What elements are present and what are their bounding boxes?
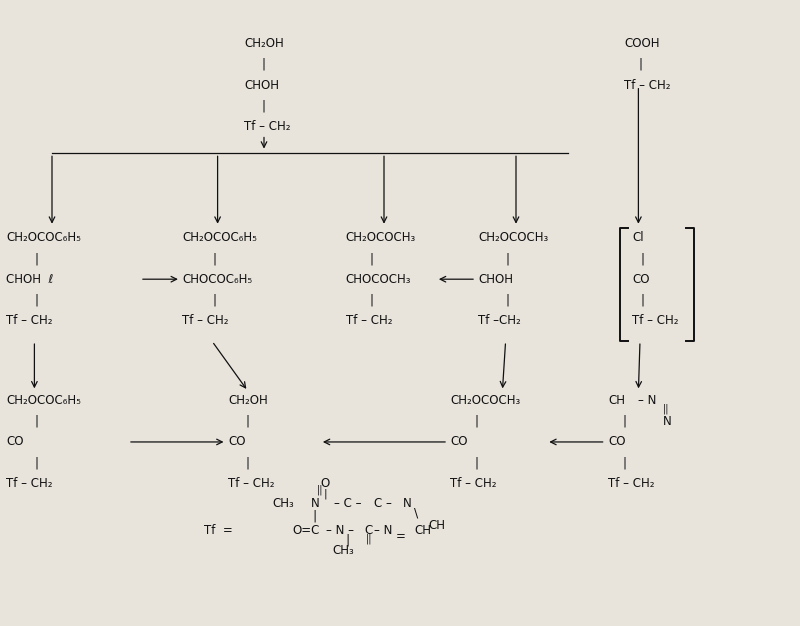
- Text: CHOCOCH₃: CHOCOCH₃: [346, 273, 411, 285]
- Text: |: |: [474, 456, 478, 469]
- Text: ||: ||: [662, 404, 669, 414]
- Text: |: |: [34, 456, 38, 469]
- Text: Tf – CH₂: Tf – CH₂: [6, 314, 53, 327]
- Text: N: N: [310, 498, 319, 510]
- Text: CH: CH: [608, 394, 625, 407]
- Text: CO: CO: [608, 436, 626, 448]
- Text: Tf – CH₂: Tf – CH₂: [608, 477, 654, 490]
- Text: CO: CO: [632, 273, 650, 285]
- Text: Tf – CH₂: Tf – CH₂: [346, 314, 392, 327]
- Text: |: |: [262, 58, 266, 71]
- Text: |: |: [638, 58, 642, 71]
- Text: – N –: – N –: [326, 525, 354, 537]
- Text: |: |: [622, 415, 626, 428]
- Text: C: C: [364, 525, 372, 537]
- Text: \: \: [414, 507, 418, 520]
- Text: |: |: [370, 252, 374, 265]
- Text: – N: – N: [374, 525, 393, 537]
- Text: O=C: O=C: [292, 525, 319, 537]
- Text: |: |: [312, 510, 316, 523]
- Text: |: |: [34, 252, 38, 265]
- Text: CH₂OCOCH₃: CH₂OCOCH₃: [478, 232, 549, 244]
- Text: CH₃: CH₃: [332, 545, 354, 557]
- Text: |: |: [640, 252, 644, 265]
- Text: CH: CH: [414, 525, 431, 537]
- Text: |: |: [246, 456, 250, 469]
- Text: |: |: [370, 294, 374, 306]
- Text: |: |: [506, 294, 510, 306]
- Text: ||: ||: [366, 534, 372, 544]
- Text: |: |: [262, 100, 266, 112]
- Text: CH₂OH: CH₂OH: [228, 394, 268, 407]
- Text: |: |: [212, 294, 216, 306]
- Text: CH₃: CH₃: [272, 498, 294, 510]
- Text: Tf – CH₂: Tf – CH₂: [182, 314, 229, 327]
- Text: CO: CO: [228, 436, 246, 448]
- Text: |: |: [34, 294, 38, 306]
- Text: Tf  =: Tf =: [204, 525, 233, 537]
- Text: =: =: [396, 530, 406, 543]
- Text: |: |: [212, 252, 216, 265]
- Text: Tf –CH₂: Tf –CH₂: [478, 314, 521, 327]
- Text: Tf – CH₂: Tf – CH₂: [450, 477, 497, 490]
- Text: CO: CO: [6, 436, 24, 448]
- Text: N: N: [662, 415, 671, 428]
- Text: CH₂OCOCH₃: CH₂OCOCH₃: [450, 394, 521, 407]
- Text: CHOCOC₆H₅: CHOCOC₆H₅: [182, 273, 253, 285]
- Text: |: |: [324, 488, 328, 498]
- Text: Tf – CH₂: Tf – CH₂: [624, 79, 670, 91]
- Text: CH₂OCOC₆H₅: CH₂OCOC₆H₅: [182, 232, 258, 244]
- Text: Tf – CH₂: Tf – CH₂: [228, 477, 274, 490]
- Text: CHOH  ℓ: CHOH ℓ: [6, 273, 54, 285]
- Text: O: O: [320, 477, 330, 490]
- Text: CH₂OCOC₆H₅: CH₂OCOC₆H₅: [6, 394, 82, 407]
- Text: |: |: [506, 252, 510, 265]
- Text: N: N: [402, 498, 411, 510]
- Text: C –: C –: [374, 498, 392, 510]
- Text: |: |: [346, 533, 350, 546]
- Text: |: |: [34, 415, 38, 428]
- Text: |: |: [622, 456, 626, 469]
- Text: CH₂OCOCH₃: CH₂OCOCH₃: [346, 232, 416, 244]
- Text: CHOH: CHOH: [244, 79, 279, 91]
- Text: Tf – CH₂: Tf – CH₂: [632, 314, 678, 327]
- Text: CHOH: CHOH: [478, 273, 514, 285]
- Text: CH₂OH: CH₂OH: [244, 38, 284, 50]
- Text: |: |: [246, 415, 250, 428]
- Text: – C –: – C –: [334, 498, 362, 510]
- Text: ||: ||: [317, 485, 323, 495]
- Text: CH: CH: [428, 520, 445, 532]
- Text: Cl: Cl: [632, 232, 644, 244]
- Text: – N: – N: [638, 394, 657, 407]
- Text: |: |: [474, 415, 478, 428]
- Text: CH₂OCOC₆H₅: CH₂OCOC₆H₅: [6, 232, 82, 244]
- Text: COOH: COOH: [624, 38, 659, 50]
- Text: Tf – CH₂: Tf – CH₂: [244, 120, 290, 133]
- Text: |: |: [640, 294, 644, 306]
- Text: CO: CO: [450, 436, 468, 448]
- Text: Tf – CH₂: Tf – CH₂: [6, 477, 53, 490]
